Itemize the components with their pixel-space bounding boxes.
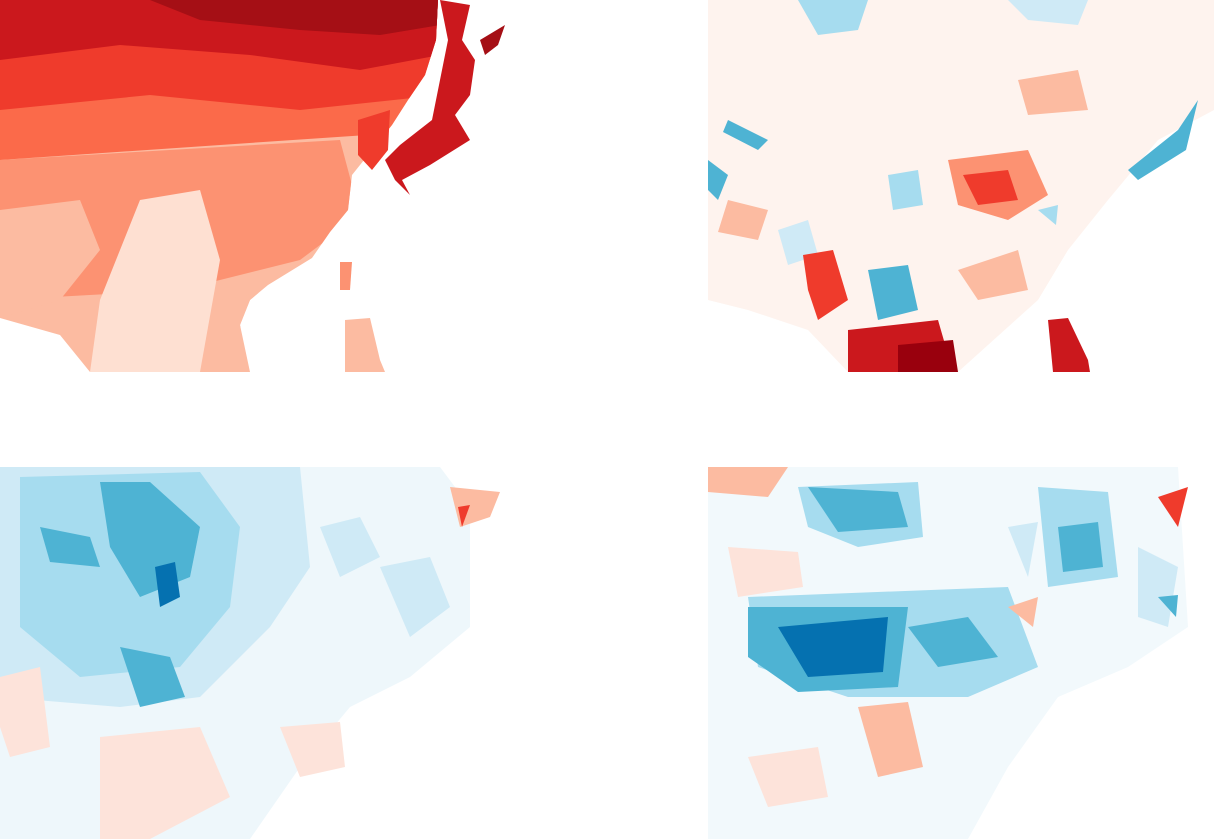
heatmap-diverging-3 [708, 467, 1214, 839]
map-panel-top-right [708, 0, 1214, 372]
heatmap-diverging-1 [708, 0, 1214, 372]
heatmap-sequential [0, 0, 505, 372]
heatmap-diverging-2 [0, 467, 505, 839]
map-panel-bottom-left [0, 467, 505, 839]
map-panel-top-left [0, 0, 505, 372]
map-panel-bottom-right [708, 467, 1214, 839]
